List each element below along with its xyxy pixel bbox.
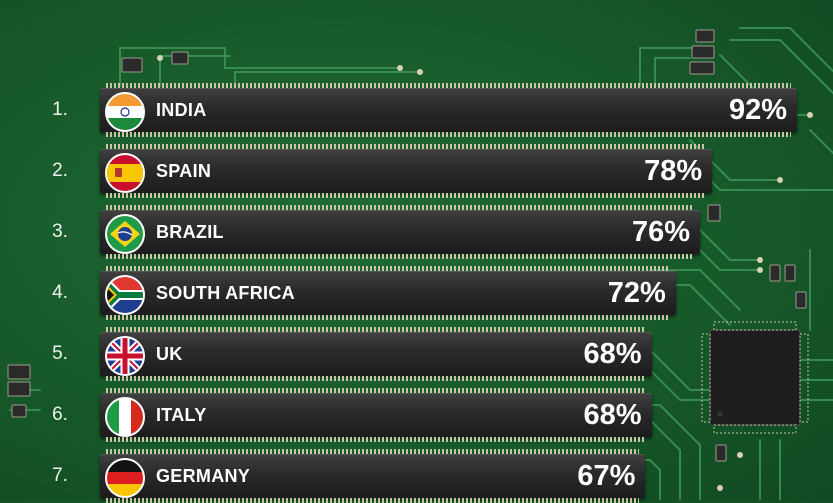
value-label-india: 92% [728,94,787,126]
rank-label-germany: 7. [52,465,68,486]
value-label-germany: 67% [577,460,636,492]
rank-label-italy: 6. [52,404,68,425]
category-label-spain: SPAIN [156,161,212,181]
rank-label-south-africa: 4. [52,282,68,303]
bar-south-africa: SOUTH AFRICA 72% [100,266,676,320]
category-label-germany: GERMANY [156,466,251,486]
bar-germany: GERMANY 67% [100,449,646,503]
bar-uk: UK 68% [100,327,652,381]
germany-flag-icon [105,458,145,498]
uk-flag-icon [105,336,145,376]
category-label-south-africa: SOUTH AFRICA [156,283,295,303]
value-label-brazil: 76% [631,216,690,248]
category-label-uk: UK [156,344,183,364]
south-africa-flag-icon [105,275,145,315]
bar-italy: ITALY 68% [100,388,652,442]
rank-label-brazil: 3. [52,221,68,242]
category-label-italy: ITALY [156,405,207,425]
rank-label-uk: 5. [52,343,68,364]
italy-flag-icon [105,397,145,437]
bar-brazil: BRAZIL 76% [100,205,700,259]
india-flag-icon [105,92,145,132]
bar-spain: SPAIN 78% [100,144,713,198]
category-label-india: INDIA [156,100,207,120]
brazil-flag-icon [105,214,145,254]
value-label-italy: 68% [583,399,642,431]
bar-india: INDIA 92% [100,83,797,137]
value-label-spain: 78% [644,155,703,187]
category-label-brazil: BRAZIL [156,222,224,242]
spain-flag-icon [105,153,145,193]
value-label-uk: 68% [583,338,642,370]
rank-label-india: 1. [52,99,68,120]
rank-label-spain: 2. [52,160,68,181]
value-label-south-africa: 72% [607,277,666,309]
